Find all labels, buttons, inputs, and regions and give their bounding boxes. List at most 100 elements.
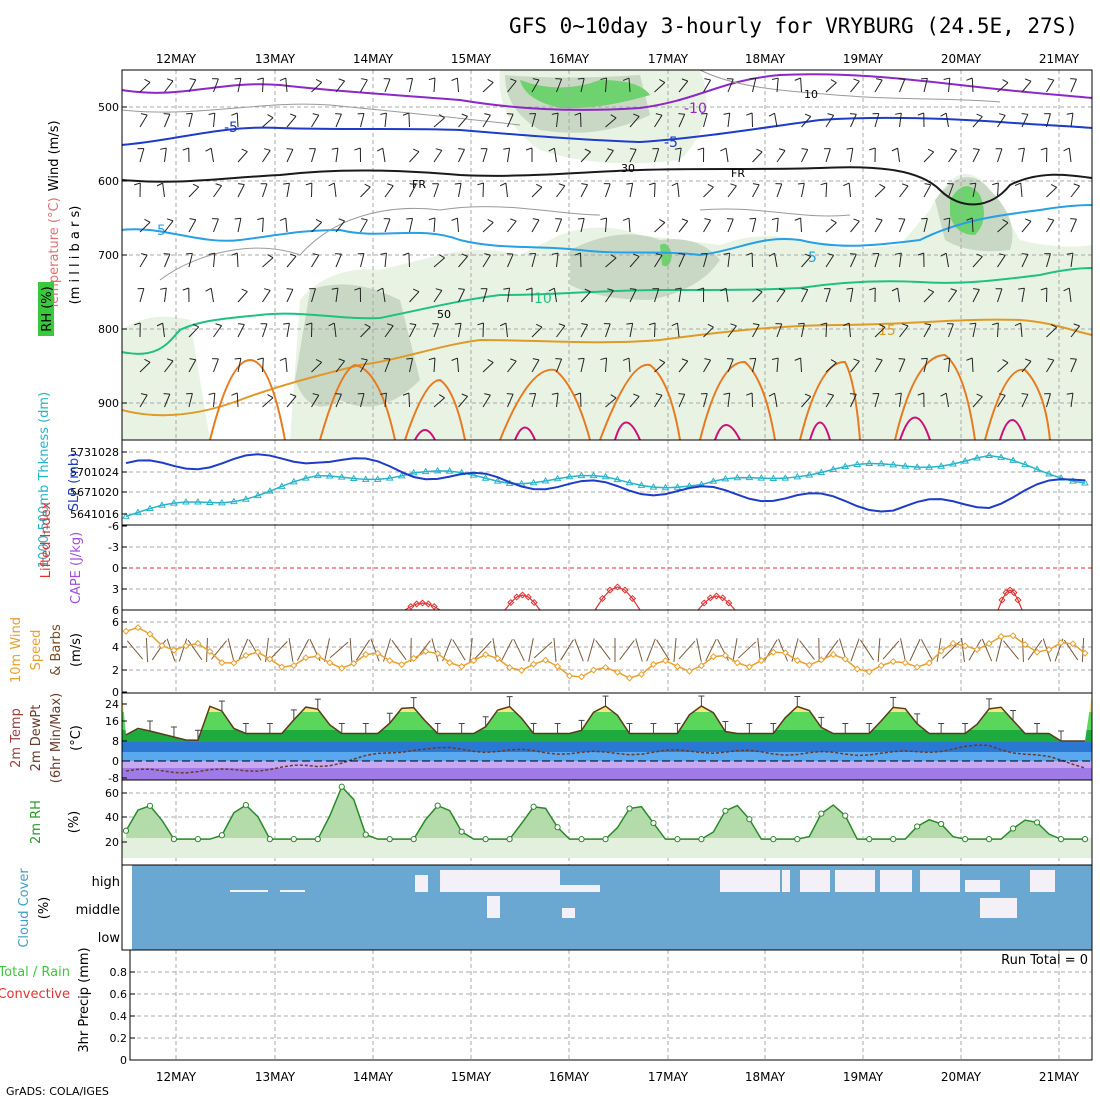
- wind-marker-21: [374, 649, 382, 657]
- barb-staff: [972, 256, 983, 268]
- upper-barb-58: [257, 357, 264, 373]
- thick-marker-29: [469, 471, 478, 478]
- upper-barb-83: [328, 182, 337, 198]
- barb-staff: [874, 359, 883, 373]
- label-rh: RH (%): [40, 286, 55, 331]
- barb-staff: [1021, 114, 1029, 128]
- barb-flag: [208, 112, 215, 115]
- barb-flag: [338, 218, 345, 222]
- upper-barb-228: [678, 358, 689, 373]
- wind10-barb-42: [635, 638, 643, 662]
- upper-barb-298: [850, 358, 860, 373]
- barb-staff: [507, 393, 514, 408]
- wind-marker-56: [793, 656, 801, 665]
- upper-barb-150: [507, 78, 517, 93]
- barb-flag: [357, 392, 365, 395]
- thick-marker-61: [853, 460, 862, 467]
- upper-barb-149: [482, 393, 491, 408]
- rh-marker-62: [866, 836, 873, 843]
- barb-staff: [329, 641, 349, 659]
- y-tick-label-2: 700: [98, 249, 119, 262]
- barb-flag: [454, 182, 462, 185]
- barb-staff: [776, 78, 779, 93]
- temp-band-4: [122, 752, 1092, 761]
- upper-barb-3: [134, 182, 141, 198]
- upper-barb-94: [360, 218, 368, 233]
- upper-barb-222: [674, 147, 682, 163]
- thick-marker-76: [1033, 465, 1041, 472]
- upper-barb-231: [700, 113, 708, 128]
- li-marker-2-3: [621, 586, 629, 594]
- li-marker-3-0: [700, 599, 708, 607]
- wind-marker-65: [901, 659, 909, 667]
- li-marker-0-1: [413, 600, 421, 608]
- upper-barb-210: [654, 79, 666, 93]
- upper-barb-345: [972, 253, 983, 268]
- barb-staff: [474, 640, 492, 660]
- upper-barb-380: [1070, 78, 1077, 93]
- barb-staff: [286, 395, 297, 408]
- barb-staff: [409, 184, 417, 198]
- barb-staff: [382, 288, 386, 303]
- barb-staff: [553, 288, 557, 303]
- barb-staff: [678, 288, 682, 303]
- contour-plus-20: [209, 353, 1051, 441]
- barb-staff: [556, 358, 563, 373]
- upper-barb-42: [237, 148, 248, 163]
- barb-staff: [727, 185, 737, 198]
- upper-barb-268: [771, 357, 779, 373]
- barb-flag: [1040, 147, 1048, 151]
- barb-staff: [678, 394, 686, 408]
- li-marker-2-0: [598, 594, 607, 603]
- upper-barb-169: [529, 392, 537, 408]
- barb-flag: [409, 183, 417, 186]
- barb-flag: [1050, 323, 1057, 328]
- li-marker-0-4: [430, 602, 438, 611]
- upper-barb-382: [1063, 147, 1072, 163]
- barb-staff: [574, 638, 584, 662]
- barb-flag: [1018, 147, 1025, 150]
- thick-marker-75: [1021, 460, 1029, 468]
- barb-staff: [997, 115, 1006, 128]
- thick-marker-25: [421, 467, 430, 475]
- upper-barb-182: [580, 148, 591, 163]
- barb-flag: [704, 358, 711, 361]
- upper-barb-325: [917, 252, 925, 268]
- upper-barb-377: [1046, 323, 1057, 338]
- barb-staff: [654, 288, 660, 303]
- barb-flag: [895, 392, 902, 395]
- temp-band-6: [122, 768, 1092, 780]
- barb-flag: [160, 147, 167, 150]
- barb-flag: [574, 112, 581, 116]
- wind10-barb-47: [696, 638, 702, 662]
- barb-flag: [315, 78, 322, 83]
- thick-marker-70: [961, 457, 970, 464]
- upper-barb-64: [279, 217, 288, 233]
- barb-staff: [945, 393, 949, 408]
- barb-staff: [384, 253, 387, 268]
- barb-flag: [992, 322, 999, 326]
- barb-staff: [850, 254, 857, 268]
- wind-marker-68: [937, 647, 945, 655]
- date-top-14MAY: 14MAY: [353, 52, 394, 66]
- wind10-barb-26: [442, 638, 452, 662]
- wind-marker-34: [530, 660, 538, 668]
- precip-grid: [130, 950, 1092, 1060]
- contour-minus-5: [121, 116, 1093, 146]
- barb-staff: [482, 288, 488, 303]
- thick-marker-41: [613, 475, 622, 483]
- barb-staff: [162, 183, 165, 198]
- barb-staff: [482, 222, 494, 233]
- wind-marker-20: [362, 650, 370, 659]
- upper-barb-176: [548, 287, 557, 303]
- barb-staff: [971, 77, 974, 93]
- label-precip-total: Total / Rain: [0, 965, 70, 980]
- wind-marker-42: [625, 674, 634, 682]
- y-tick-label-3: 1016: [91, 508, 119, 521]
- upper-barb-187: [580, 323, 589, 338]
- upper-barb-88: [335, 358, 346, 373]
- barb-flag: [140, 393, 148, 396]
- upper-barb-17: [156, 322, 165, 338]
